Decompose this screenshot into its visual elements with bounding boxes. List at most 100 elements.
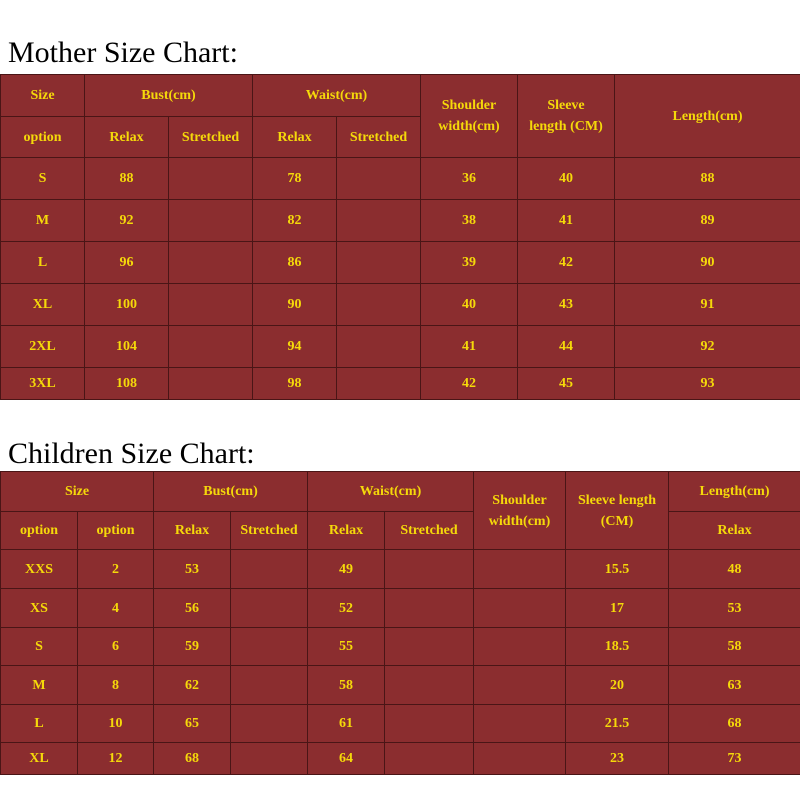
table-row: XL 12 68 64 23 73 [0, 742, 800, 775]
cell-length: 48 [668, 549, 800, 589]
cell-sleeve: 42 [517, 241, 615, 284]
header-waist-stretched: Stretched [384, 511, 475, 550]
header-bust-relax: Relax [84, 116, 169, 158]
cell-bust-relax: 56 [153, 588, 232, 628]
cell-length: 90 [614, 241, 800, 284]
cell-waist-relax: 55 [307, 627, 386, 666]
cell-size: L [0, 704, 78, 743]
cell-sleeve: 15.5 [565, 549, 670, 589]
cell-length: 68 [668, 704, 800, 743]
header-waist-relax: Relax [252, 116, 337, 158]
cell-waist-stretched [384, 704, 475, 743]
cell-shoulder [473, 627, 567, 666]
cell-waist-relax: 49 [307, 549, 386, 589]
table-row: XXS 2 53 49 15.5 48 [0, 549, 800, 589]
cell-bust-relax: 53 [153, 549, 232, 589]
cell-size: 2XL [0, 325, 85, 368]
header-waist-relax: Relax [307, 511, 386, 550]
cell-waist-relax: 58 [307, 665, 386, 705]
header-size-option: option [0, 511, 78, 550]
header-size: Size [0, 471, 155, 512]
table-row: L 10 65 61 21.5 68 [0, 704, 800, 743]
cell-waist-stretched [384, 588, 475, 628]
cell-bust-stretched [168, 325, 253, 368]
cell-waist-stretched [384, 742, 475, 775]
cell-sleeve: 17 [565, 588, 670, 628]
table-row: M 92 82 38 41 89 [0, 199, 800, 242]
table-row: 2XL 104 94 41 44 92 [0, 325, 800, 368]
cell-length: 91 [614, 283, 800, 326]
cell-sleeve: 40 [517, 157, 615, 200]
cell-waist-stretched [384, 627, 475, 666]
cell-sleeve: 20 [565, 665, 670, 705]
cell-length: 89 [614, 199, 800, 242]
cell-bust-stretched [168, 241, 253, 284]
cell-waist-relax: 90 [252, 283, 337, 326]
cell-shoulder: 36 [420, 157, 518, 200]
header-bust: Bust(cm) [153, 471, 309, 512]
table-row: S 88 78 36 40 88 [0, 157, 800, 200]
cell-size: M [0, 665, 78, 705]
header-shoulder-line-2: width(cm) [488, 513, 551, 529]
cell-bust-relax: 88 [84, 157, 169, 200]
cell-size: S [0, 157, 85, 200]
cell-bust-relax: 92 [84, 199, 169, 242]
cell-option: 2 [76, 549, 155, 589]
header-length: Length(cm) [668, 471, 800, 512]
cell-bust-relax: 96 [84, 241, 169, 284]
cell-size: XXS [0, 549, 78, 589]
cell-size: L [0, 241, 85, 284]
cell-sleeve: 23 [565, 742, 670, 775]
cell-length: 92 [614, 325, 800, 368]
cell-option: 8 [76, 665, 155, 705]
cell-length: 63 [668, 665, 800, 705]
header-bust: Bust(cm) [84, 74, 253, 117]
cell-waist-stretched [336, 367, 421, 400]
cell-shoulder: 39 [420, 241, 518, 284]
header-shoulder-width: Shoulder width(cm) [420, 74, 518, 158]
header-sleeve-length: Sleeve length (CM) [517, 74, 615, 158]
cell-shoulder [473, 588, 567, 628]
header-bust-relax: Relax [153, 511, 232, 550]
header-waist: Waist(cm) [307, 471, 475, 512]
cell-waist-stretched [336, 199, 421, 242]
cell-size: XS [0, 588, 78, 628]
cell-waist-stretched [336, 325, 421, 368]
cell-sleeve: 41 [517, 199, 615, 242]
cell-option: 6 [76, 627, 155, 666]
header-length: Length(cm) [614, 74, 800, 158]
cell-length: 93 [614, 367, 800, 400]
cell-sleeve: 18.5 [565, 627, 670, 666]
cell-waist-stretched [384, 665, 475, 705]
cell-bust-relax: 59 [153, 627, 232, 666]
cell-waist-relax: 94 [252, 325, 337, 368]
children-size-chart-title: Children Size Chart: [8, 437, 255, 470]
cell-shoulder [473, 742, 567, 775]
cell-bust-relax: 62 [153, 665, 232, 705]
cell-sleeve: 21.5 [565, 704, 670, 743]
table-row: S 6 59 55 18.5 58 [0, 627, 800, 666]
header-size: Size [0, 74, 85, 117]
cell-sleeve: 43 [517, 283, 615, 326]
header-sleeve-line-2: length (CM) [529, 119, 603, 134]
header-bust-stretched: Stretched [230, 511, 309, 550]
header-sleeve-line-2: (CM) [600, 513, 634, 529]
cell-length: 88 [614, 157, 800, 200]
cell-bust-stretched [168, 367, 253, 400]
table-row: L 96 86 39 42 90 [0, 241, 800, 284]
cell-bust-stretched [230, 742, 309, 775]
cell-size: XL [0, 742, 78, 775]
header-age-option: option [76, 511, 155, 550]
cell-waist-relax: 86 [252, 241, 337, 284]
header-shoulder-line-1: Shoulder [492, 492, 547, 508]
cell-waist-stretched [384, 549, 475, 589]
cell-option: 4 [76, 588, 155, 628]
mother-size-table: Size Bust(cm) Waist(cm) Shoulder width(cm… [0, 74, 800, 400]
cell-option: 12 [76, 742, 155, 775]
cell-waist-relax: 82 [252, 199, 337, 242]
cell-shoulder: 40 [420, 283, 518, 326]
table-row: XS 4 56 52 17 53 [0, 588, 800, 628]
mother-header-row-2: option Relax Stretched Relax Stretched [0, 116, 800, 158]
header-shoulder-width: Shoulder width(cm) [473, 471, 567, 550]
cell-bust-stretched [168, 283, 253, 326]
